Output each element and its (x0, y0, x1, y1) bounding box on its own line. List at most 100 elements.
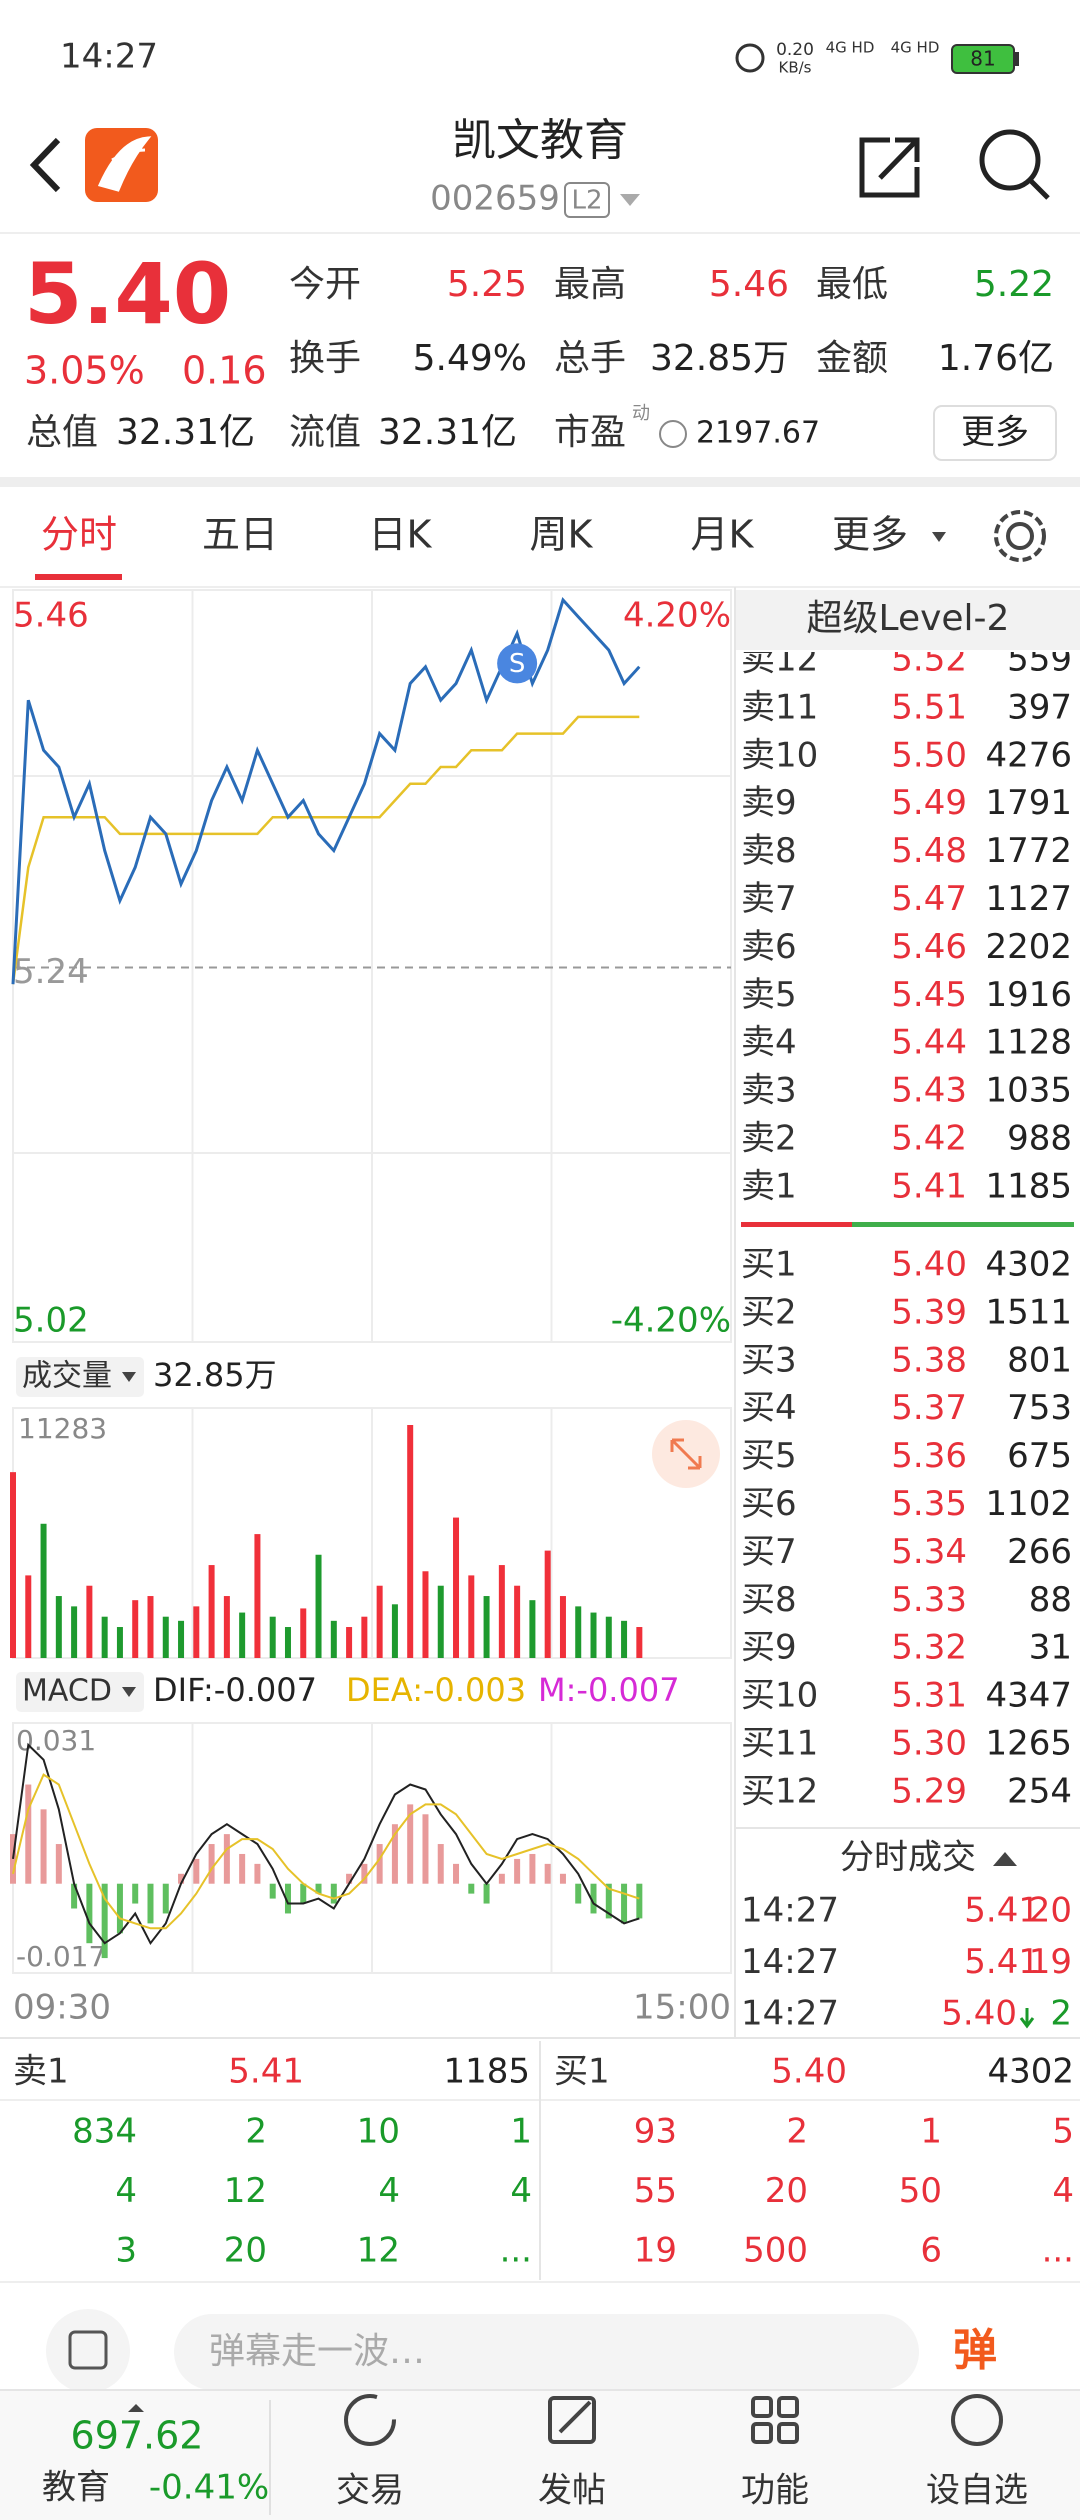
queue-order: ... (1042, 2231, 1074, 2271)
field-label: 总手 (554, 338, 626, 379)
back-button[interactable] (29, 137, 61, 193)
tab[interactable]: 更多 (832, 513, 908, 557)
tick-volume: 20 (1029, 1891, 1072, 1931)
ask-bar (741, 1222, 852, 1227)
ask-label: 卖2 (741, 1119, 797, 1159)
queue-price: 5.40 (771, 2052, 847, 2092)
reference-label: 5.24 (13, 952, 89, 992)
tick-price: 5.40 (941, 1994, 1017, 2034)
volume-bar (55, 1596, 62, 1658)
volume-total: 32.85万 (153, 1356, 277, 1394)
bid-volume: 31 (1029, 1628, 1072, 1668)
change-amount: 0.16 (182, 349, 267, 393)
field-label: 换手 (289, 338, 361, 379)
field-value: 32.31亿 (378, 412, 517, 453)
queue-order: ... (500, 2231, 532, 2271)
volume-bar (575, 1606, 582, 1658)
tab[interactable]: 分时 (41, 513, 117, 557)
index-change: -0.41% (149, 2468, 269, 2508)
field-label: 金额 (816, 338, 888, 379)
nav-item[interactable]: 功能 (741, 2471, 809, 2511)
volume-bar (223, 1596, 230, 1658)
field-label: 流值 (289, 412, 361, 453)
queue-order: 4 (378, 2171, 400, 2211)
network-speed: 0.20 (776, 40, 814, 60)
level2-header-bg (736, 590, 1080, 650)
stock-code: 002659 (430, 179, 560, 219)
ask-volume: 1185 (985, 1166, 1072, 1206)
battery-level: 81 (970, 47, 995, 71)
macd-bar (621, 1883, 628, 1924)
nav-bg (0, 2390, 1080, 2520)
axis-label-top: 5.46 (13, 596, 89, 636)
macd-max-label: 0.031 (16, 1724, 96, 1757)
search-icon[interactable] (979, 129, 1050, 200)
index-name: 教育 (42, 2468, 110, 2508)
more-button[interactable] (933, 405, 1057, 461)
bid-price: 5.34 (891, 1532, 967, 1572)
trade-marker[interactable] (497, 643, 538, 684)
macd-bar (40, 1809, 47, 1884)
trade-marker-label: S (509, 649, 526, 679)
ask-label: 卖8 (741, 831, 797, 871)
bid-price: 5.39 (891, 1292, 967, 1332)
queue-order: 1 (510, 2112, 532, 2152)
dropdown-icon[interactable] (620, 194, 640, 206)
settings-icon[interactable] (994, 510, 1046, 562)
macd-bar (147, 1883, 154, 1924)
level-badge-text: L2 (571, 186, 602, 216)
dif-line (12, 1742, 640, 1946)
volume-bar (300, 1608, 307, 1658)
macd-bar (483, 1883, 490, 1904)
macd-dea: DEA:-0.003 (346, 1671, 526, 1709)
nav-item[interactable]: 交易 (336, 2471, 404, 2511)
queue-order: 834 (72, 2112, 137, 2152)
tab[interactable]: 五日 (202, 513, 278, 557)
comment-send-button[interactable]: 弹 (953, 2325, 997, 2376)
status-icons (735, 43, 1019, 74)
tab[interactable]: 周K (530, 513, 594, 557)
macd-bar (498, 1873, 505, 1884)
bid-label: 买5 (741, 1436, 797, 1476)
ask-volume: 397 (1007, 687, 1072, 727)
ask-volume: 1035 (985, 1071, 1072, 1111)
network-label: 4G HD (891, 39, 940, 57)
share-icon[interactable] (859, 137, 920, 198)
nav-item[interactable]: 设自选 (926, 2471, 1028, 2511)
volume-bar (40, 1523, 47, 1658)
queue-order: 20 (224, 2231, 267, 2271)
macd-bar (376, 1844, 383, 1884)
last-price: 5.40 (24, 245, 231, 343)
ask-label: 卖5 (741, 975, 797, 1015)
volume-selector[interactable] (16, 1357, 144, 1397)
bid-volume: 675 (1007, 1436, 1072, 1476)
tab[interactable]: 日K (369, 513, 433, 557)
field-label: 市盈 (554, 412, 626, 453)
expand-arrow[interactable] (993, 1852, 1017, 1866)
volume-bar (453, 1517, 460, 1658)
comment-input[interactable] (174, 2314, 919, 2390)
field-value: 32.31亿 (116, 412, 255, 453)
tick-volume: 2 (1050, 1994, 1072, 2034)
info-icon[interactable] (659, 420, 687, 448)
average-line (11, 715, 640, 985)
logo-mark (97, 136, 152, 192)
nav-item[interactable]: 发帖 (538, 2471, 606, 2511)
ask-volume: 988 (1007, 1119, 1072, 1159)
macd-selector[interactable] (16, 1672, 144, 1712)
bid-volume: 1102 (985, 1484, 1072, 1524)
time-label: 09:30 (13, 1988, 111, 2028)
bid-price: 5.36 (891, 1436, 967, 1476)
macd-bar (208, 1844, 215, 1884)
dropdown-icon[interactable] (932, 532, 946, 542)
tab[interactable]: 月K (691, 513, 755, 557)
volume-bar (468, 1575, 475, 1658)
comment-icon-bg[interactable] (46, 2309, 130, 2393)
ask-price: 5.42 (891, 1119, 967, 1159)
bid-label: 买2 (741, 1292, 797, 1332)
volume-bar (376, 1585, 383, 1658)
volume-bar (147, 1596, 154, 1658)
dropdown-icon (122, 1372, 136, 1382)
queue-order: 4 (510, 2171, 532, 2211)
macd-bar (544, 1863, 551, 1884)
